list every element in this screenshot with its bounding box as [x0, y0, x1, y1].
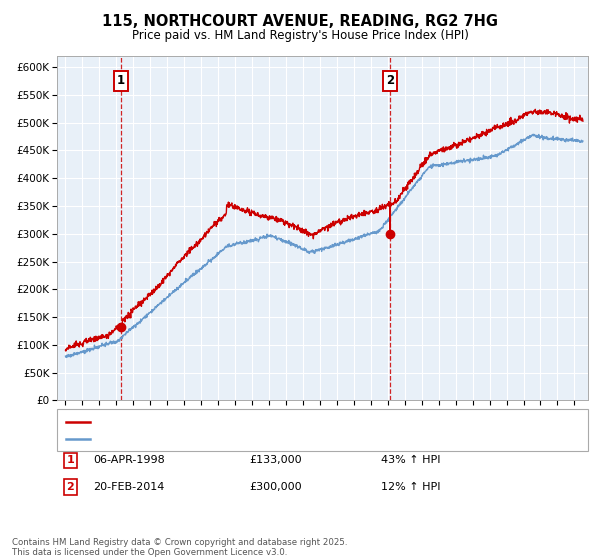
Text: 1: 1 — [67, 455, 74, 465]
Text: Contains HM Land Registry data © Crown copyright and database right 2025.
This d: Contains HM Land Registry data © Crown c… — [12, 538, 347, 557]
Text: £133,000: £133,000 — [249, 455, 302, 465]
Text: Price paid vs. HM Land Registry's House Price Index (HPI): Price paid vs. HM Land Registry's House … — [131, 29, 469, 42]
Text: 20-FEB-2014: 20-FEB-2014 — [93, 482, 164, 492]
Text: £300,000: £300,000 — [249, 482, 302, 492]
Text: 1: 1 — [117, 74, 125, 87]
Text: 06-APR-1998: 06-APR-1998 — [93, 455, 165, 465]
Text: 2: 2 — [67, 482, 74, 492]
Text: 115, NORTHCOURT AVENUE, READING, RG2 7HG: 115, NORTHCOURT AVENUE, READING, RG2 7HG — [102, 14, 498, 29]
Text: 115, NORTHCOURT AVENUE, READING, RG2 7HG (semi-detached house): 115, NORTHCOURT AVENUE, READING, RG2 7HG… — [96, 417, 472, 427]
Text: 12% ↑ HPI: 12% ↑ HPI — [381, 482, 440, 492]
Text: 2: 2 — [386, 74, 394, 87]
Text: 43% ↑ HPI: 43% ↑ HPI — [381, 455, 440, 465]
Text: HPI: Average price, semi-detached house, Reading: HPI: Average price, semi-detached house,… — [96, 434, 360, 444]
